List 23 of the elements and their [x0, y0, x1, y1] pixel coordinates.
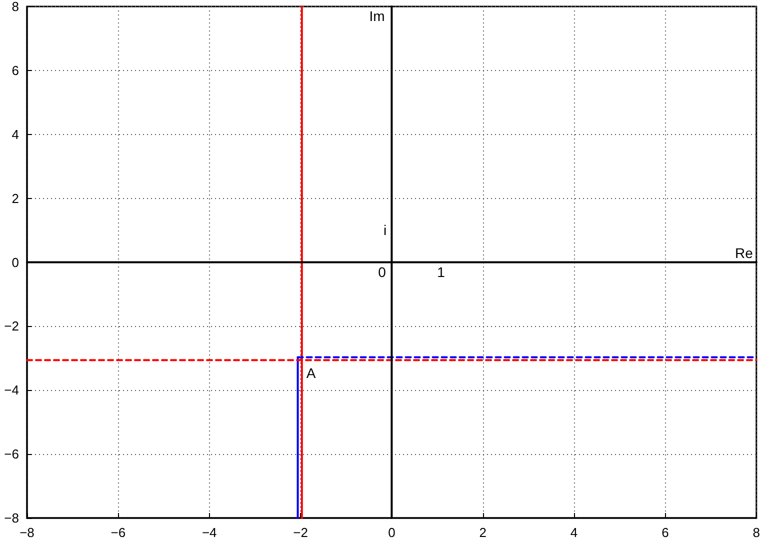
annotation: 1 [437, 264, 446, 280]
x-tick-label: −4 [202, 525, 217, 540]
y-tick-label: −6 [4, 446, 19, 462]
x-tick-label: −6 [110, 525, 126, 540]
annotation: Im [369, 8, 385, 24]
x-tick-label: 8 [752, 525, 760, 540]
y-tick-label: 0 [12, 254, 19, 270]
x-tick-label: 0 [388, 525, 396, 540]
y-tick-label: 4 [12, 126, 19, 142]
y-tick-label: −4 [4, 382, 19, 398]
x-tick-label: 4 [570, 525, 578, 540]
x-tick-label: 6 [662, 525, 669, 540]
y-tick-label: −2 [4, 318, 19, 334]
y-tick-label: 2 [12, 190, 19, 206]
annotation: i [383, 222, 387, 238]
x-tick-label: 2 [479, 525, 486, 540]
annotation: 0 [378, 264, 386, 280]
annotation: Re [735, 245, 754, 261]
y-tick-label: 8 [12, 0, 19, 14]
y-tick-label: 6 [12, 62, 19, 78]
x-tick-label: −2 [293, 525, 308, 540]
annotation: A [306, 365, 316, 381]
y-tick-label: −8 [4, 510, 19, 526]
